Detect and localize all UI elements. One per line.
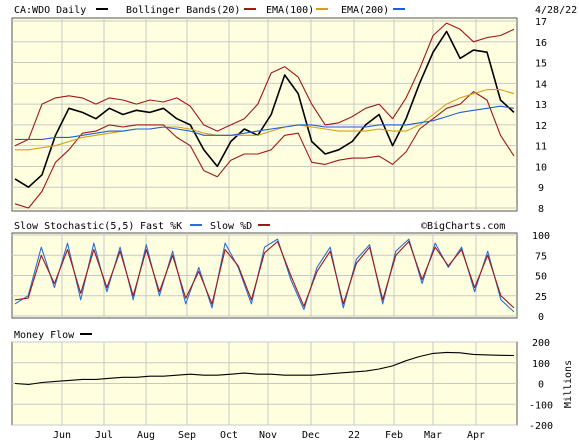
watermark: ©BigCharts.com [421, 221, 505, 232]
y-tick-label: 0 [538, 312, 544, 323]
month-label: Apr [467, 430, 485, 441]
month-label: Mar [424, 430, 442, 441]
y-tick-label: 11 [535, 142, 547, 153]
y-tick-label: 0 [538, 380, 544, 391]
money-flow-line [14, 351, 515, 386]
y-tick-label: 12 [535, 121, 547, 132]
month-label: Jul [95, 430, 113, 441]
y-tick-label: 13 [535, 100, 547, 111]
y-tick-label: 16 [535, 38, 547, 49]
y-tick-label: 15 [535, 59, 547, 70]
y-tick-label: 100 [532, 359, 550, 370]
month-label: Nov [259, 430, 277, 441]
bollinger-bands-20-line [14, 91, 515, 209]
moneyflow-ylabel: Millions [563, 360, 574, 408]
month-label: Jun [53, 430, 71, 441]
month-label: Aug [137, 430, 155, 441]
y-tick-label: 75 [535, 251, 547, 262]
y-tick-label: 50 [535, 272, 547, 283]
ema-100-line [15, 89, 515, 151]
y-tick-label: 200 [532, 338, 550, 349]
y-tick-label: -200 [529, 421, 553, 432]
bollinger-bands-20-line [14, 22, 515, 147]
y-tick-label: 17 [535, 17, 547, 28]
price-line [14, 30, 515, 188]
bollinger-legend: Bollinger Bands(20) [126, 5, 240, 16]
slowd-legend: Slow %D [210, 221, 252, 232]
ema100-legend: EMA(100) [266, 5, 314, 16]
y-tick-label: 25 [535, 292, 547, 303]
y-tick-label: 14 [535, 79, 547, 90]
y-tick-label: 100 [532, 231, 550, 242]
month-label: Dec [302, 430, 320, 441]
y-tick-label: 8 [538, 204, 544, 215]
y-tick-label: 10 [535, 162, 547, 173]
moneyflow-title: Money Flow [14, 330, 75, 341]
slow-d-line [14, 240, 515, 309]
month-label: Oct [220, 430, 238, 441]
ema-200-line [15, 105, 515, 140]
y-tick-label: 9 [538, 183, 544, 194]
month-label: Sep [178, 430, 196, 441]
date-label: 4/28/22 [535, 5, 577, 16]
stoch-title: Slow Stochastic(5,5) [14, 221, 134, 232]
month-label: 22 [348, 430, 360, 441]
month-label: Feb [385, 430, 403, 441]
symbol-label: CA:WDO Daily [14, 5, 86, 16]
fastk-legend: Fast %K [140, 221, 182, 232]
ema200-legend: EMA(200) [341, 5, 389, 16]
y-tick-label: -100 [529, 400, 553, 411]
